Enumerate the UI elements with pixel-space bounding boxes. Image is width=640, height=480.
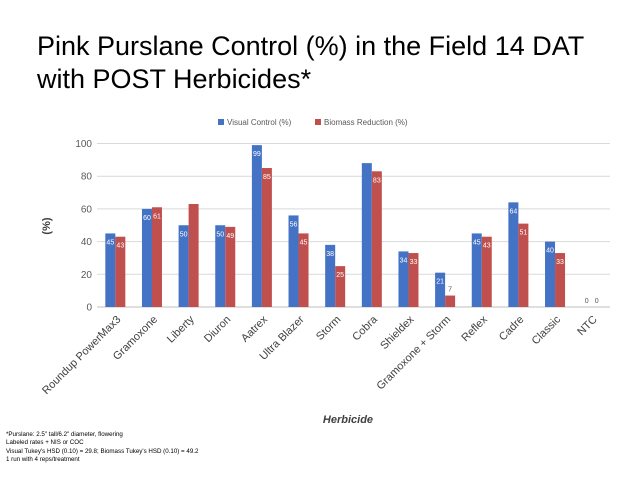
data-label: 60 <box>143 215 151 222</box>
visual-control-bar <box>545 241 556 307</box>
data-label: 21 <box>436 279 444 286</box>
y-tick-label: 40 <box>81 237 93 248</box>
visual-control-bar <box>178 225 189 307</box>
biomass-reduction-bar <box>371 171 382 307</box>
data-label: 61 <box>153 213 161 220</box>
data-label: 45 <box>300 239 308 246</box>
visual-control-bar <box>398 251 409 307</box>
x-category-label: Cobra <box>350 313 380 343</box>
visual-control-bar <box>141 208 152 307</box>
biomass-reduction-bar <box>225 226 236 307</box>
data-label: 40 <box>546 248 554 255</box>
x-category-label: NTC <box>575 314 600 339</box>
x-category-label: Storm <box>314 314 343 343</box>
data-label: 7 <box>448 287 452 294</box>
data-label: 85 <box>263 174 271 181</box>
x-category-label: Cadre <box>497 314 527 344</box>
y-tick-label: 100 <box>75 139 92 150</box>
biomass-reduction-bar <box>151 207 162 307</box>
data-label: 64 <box>509 208 517 215</box>
biomass-reduction-bar <box>518 223 529 307</box>
visual-control-bar <box>325 244 336 307</box>
data-label: 45 <box>106 239 114 246</box>
data-label: 33 <box>410 259 418 266</box>
data-label: 0 <box>585 298 589 305</box>
data-label: 38 <box>326 251 334 258</box>
data-label: 50 <box>216 231 224 238</box>
slide-title: Pink Purslane Control (%) in the Field 1… <box>37 31 584 94</box>
data-label: 50 <box>180 231 188 238</box>
footnotes: *Purslane: 2.5" tall/6.2" diameter, flow… <box>6 431 198 465</box>
biomass-reduction-bar <box>481 236 492 307</box>
footnote-line: Labeled rates + NIS or COC <box>6 439 84 447</box>
data-label: 99 <box>253 151 261 158</box>
x-category-label: Gramoxone + Storm <box>374 314 453 393</box>
data-label: 0 <box>595 298 599 305</box>
biomass-reduction-bar <box>298 233 309 307</box>
y-tick-label: 20 <box>81 270 93 281</box>
visual-control-bar <box>105 233 116 307</box>
visual-control-bar <box>215 225 226 307</box>
data-label: 34 <box>400 257 408 264</box>
footnote-line: 1 run with 4 reps/treatment <box>6 456 80 464</box>
data-label: 25 <box>336 272 344 279</box>
legend-swatch-visual <box>218 119 224 125</box>
legend-label: Visual Control (%) <box>227 118 292 127</box>
x-category-label: Aatrex <box>239 313 270 344</box>
footnote-line: Visual Tukey's HSD (0.10) = 29.8; Biomas… <box>6 447 199 455</box>
data-label: 49 <box>226 233 234 240</box>
data-label: 56 <box>290 221 298 228</box>
y-tick-label: 0 <box>86 303 92 314</box>
y-tick-label: 60 <box>81 204 93 215</box>
biomass-reduction-bar <box>445 295 456 307</box>
biomass-reduction-bar <box>261 168 272 307</box>
biomass-reduction-bar <box>555 253 566 307</box>
data-label: 45 <box>473 239 481 246</box>
data-label: 33 <box>556 259 564 266</box>
x-category-label: Diuron <box>202 314 233 345</box>
footnote-line: *Purslane: 2.5" tall/6.2" diameter, flow… <box>6 431 123 438</box>
visual-control-bar <box>251 145 262 307</box>
biomass-reduction-bar <box>188 203 199 307</box>
x-category-label: Reflex <box>459 313 490 344</box>
legend-label: Biomass Reduction (%) <box>324 118 408 127</box>
y-tick-label: 80 <box>81 172 93 183</box>
y-axis-title: (%) <box>41 217 53 234</box>
visual-control-bar <box>361 163 372 307</box>
biomass-reduction-bar <box>335 266 346 307</box>
data-label: 51 <box>519 230 527 237</box>
visual-control-bar <box>508 202 519 307</box>
biomass-reduction-bar <box>408 253 419 307</box>
visual-control-bar <box>435 272 446 307</box>
data-label: 43 <box>116 243 124 250</box>
x-axis-title: Herbicide <box>323 414 373 426</box>
data-label: 43 <box>483 243 491 250</box>
biomass-reduction-bar <box>115 236 126 307</box>
visual-control-bar <box>471 233 482 307</box>
visual-control-bar <box>288 215 299 307</box>
x-category-label: Classic <box>530 313 564 347</box>
legend-swatch-biomass <box>315 119 321 125</box>
x-category-label: Liberty <box>165 313 197 345</box>
data-label: 83 <box>373 177 381 184</box>
